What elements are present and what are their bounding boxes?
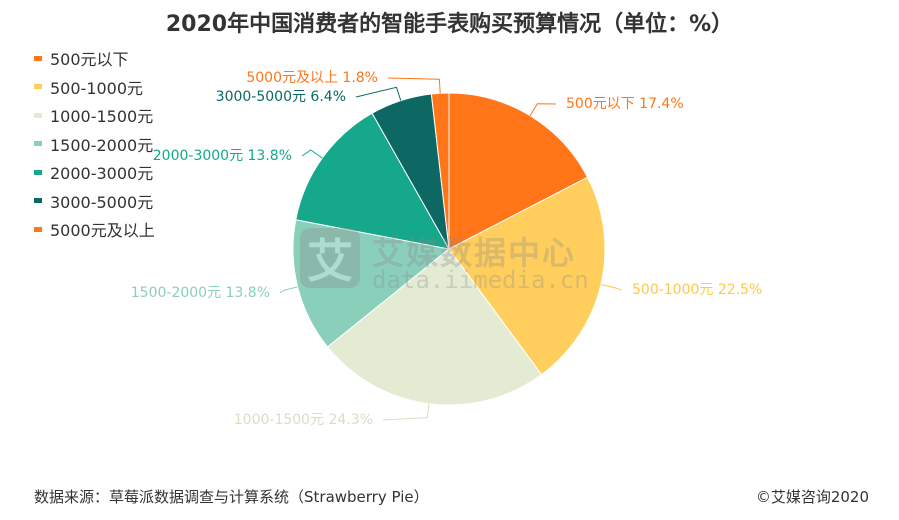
leader-line xyxy=(600,283,623,291)
data-label: 500元以下 17.4% xyxy=(566,96,684,112)
legend-label: 500-1000元 xyxy=(50,78,144,98)
legend-label: 5000元及以上 xyxy=(50,221,155,241)
pie-slice[interactable] xyxy=(292,219,451,348)
data-label: 5000元及以上 1.8% xyxy=(246,70,378,86)
data-label: 1000-1500元 24.3% xyxy=(234,412,373,428)
legend-label: 1500-2000元 xyxy=(50,135,154,155)
legend-item[interactable]: 1000-1500元 xyxy=(34,101,155,130)
legend-swatch xyxy=(34,84,42,90)
leader-line xyxy=(382,403,430,421)
leader-line xyxy=(529,103,557,116)
data-label: 1500-2000元 13.8% xyxy=(131,285,270,301)
pie-slice[interactable] xyxy=(326,248,543,406)
data-label: 3000-5000元 6.4% xyxy=(216,89,346,105)
chart-title: 2020年中国消费者的智能手表购买预算情况（单位：%） xyxy=(165,12,734,37)
legend-item[interactable]: 500-1000元 xyxy=(34,73,155,102)
legend-item[interactable]: 5000元及以上 xyxy=(34,215,155,244)
legend-item[interactable]: 1500-2000元 xyxy=(34,130,155,159)
copyright-note: ©艾媒咨询2020 xyxy=(755,488,869,506)
legend-label: 1000-1500元 xyxy=(50,107,154,127)
legend-swatch xyxy=(34,141,42,147)
legend-item[interactable]: 2000-3000元 xyxy=(34,158,155,187)
chart-legend: 500元以下 500-1000元 1000-1500元 1500-2000元 2000-… xyxy=(34,44,155,244)
leader-line xyxy=(355,86,402,101)
pie-slice[interactable] xyxy=(295,112,450,250)
legend-swatch xyxy=(34,112,42,118)
pie-slice[interactable] xyxy=(448,176,606,376)
data-label: 2000-3000元 13.8% xyxy=(153,148,292,164)
legend-label: 500元以下 xyxy=(50,50,129,70)
source-note: 数据来源：草莓派数据调查与计算系统（Strawberry Pie） xyxy=(34,488,429,506)
legend-item[interactable]: 3000-5000元 xyxy=(34,187,155,216)
legend-swatch xyxy=(34,198,42,204)
data-label: 500-1000元 22.5% xyxy=(632,282,762,298)
leader-line xyxy=(301,149,323,159)
legend-label: 2000-3000元 xyxy=(50,164,154,184)
legend-swatch xyxy=(34,226,42,232)
pie-slice[interactable] xyxy=(448,92,589,250)
leader-line xyxy=(279,286,298,294)
leader-line xyxy=(387,77,441,94)
legend-item[interactable]: 500元以下 xyxy=(34,44,155,73)
legend-swatch xyxy=(34,169,42,175)
legend-label: 3000-5000元 xyxy=(50,192,154,212)
legend-swatch xyxy=(34,55,42,61)
